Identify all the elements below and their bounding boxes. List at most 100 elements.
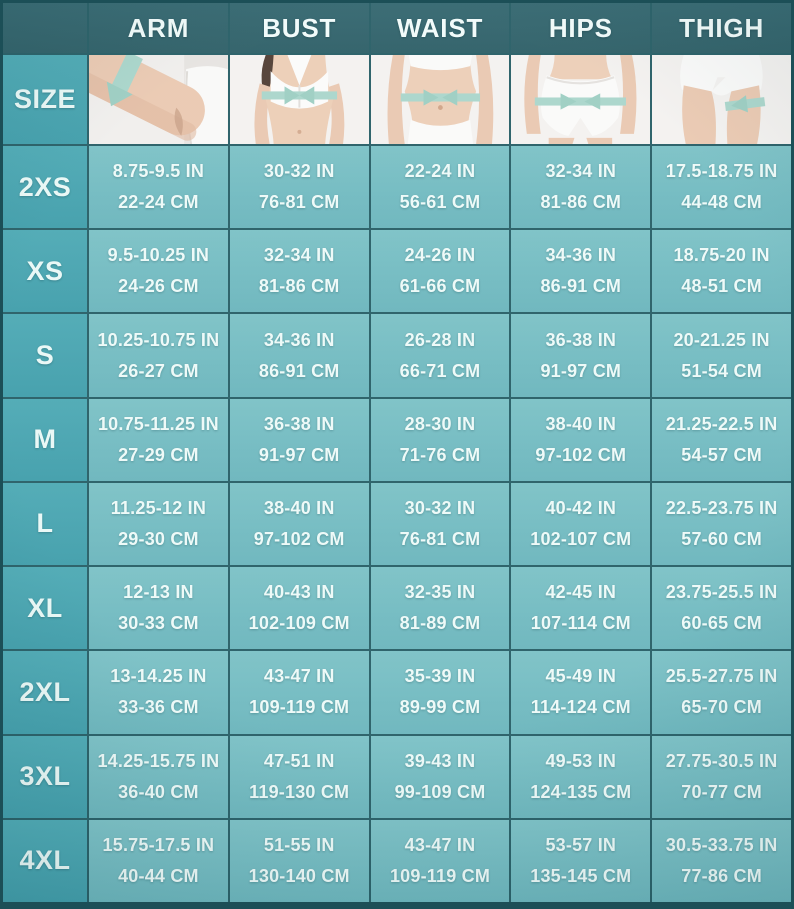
arm-cell: 10.25-10.75 IN 26-27 CM (89, 314, 228, 397)
waist-cell: 24-26 IN 61-66 CM (370, 230, 510, 313)
thigh-inches: 20-21.25 IN (673, 329, 770, 350)
waist-inches: 39-43 IN (404, 750, 476, 771)
hips-cm: 124-135 CM (530, 781, 632, 802)
bust-cell: 30-32 IN 76-81 CM (229, 146, 369, 229)
bust-cell: 38-40 IN 97-102 CM (229, 482, 369, 566)
arm-inches: 14.25-15.75 IN (97, 750, 220, 771)
hips-cm: 107-114 CM (530, 613, 631, 634)
arm-cm: 22-24 CM (118, 192, 199, 213)
size-label: XS (3, 230, 87, 313)
hips-cell: 53-57 IN 135-145 CM (511, 819, 651, 902)
bust-inches: 40-43 IN (263, 582, 335, 603)
thigh-inches: 22.5-23.75 IN (665, 497, 778, 518)
bust-inches: 43-47 IN (263, 666, 335, 687)
thigh-cell: 20-21.25 IN 51-54 CM (652, 314, 791, 397)
waist-inches: 24-26 IN (404, 245, 476, 266)
thigh-cell: 18.75-20 IN 48-51 CM (652, 230, 791, 313)
hips-inches: 45-49 IN (545, 666, 617, 687)
thigh-inches: 25.5-27.75 IN (665, 666, 778, 687)
hips-cm: 81-86 CM (540, 192, 622, 213)
column-header-hips: HIPS (511, 3, 651, 53)
arm-cm: 29-30 CM (118, 528, 199, 549)
arm-inches: 10.25-10.75 IN (97, 329, 220, 350)
corner-cell (3, 3, 87, 53)
bust-cm: 119-130 CM (249, 781, 350, 802)
waist-cm: 76-81 CM (399, 528, 481, 549)
bust-inches: 32-34 IN (263, 245, 335, 266)
waist-cell: 30-32 IN 76-81 CM (370, 482, 510, 566)
thigh-cm: 70-77 CM (681, 781, 762, 802)
hips-cm: 91-97 CM (540, 360, 622, 381)
hips-cell: 38-40 IN 97-102 CM (511, 398, 651, 481)
thigh-cell: 22.5-23.75 IN 57-60 CM (652, 482, 791, 566)
thigh-cell: 17.5-18.75 IN 44-48 CM (652, 146, 791, 229)
waist-cm: 61-66 CM (399, 276, 481, 297)
arm-cell: 11.25-12 IN 29-30 CM (89, 482, 228, 566)
thigh-measurement-photo (652, 55, 791, 144)
waist-cm: 109-119 CM (389, 865, 491, 886)
hips-cm: 102-107 CM (530, 528, 632, 549)
hips-inches: 42-45 IN (545, 582, 617, 603)
waist-cm: 71-76 CM (399, 444, 481, 465)
thigh-cell: 27.75-30.5 IN 70-77 CM (652, 735, 791, 818)
bust-inches: 51-55 IN (263, 834, 335, 855)
arm-inches: 9.5-10.25 IN (107, 245, 210, 266)
arm-cm: 36-40 CM (118, 781, 199, 802)
size-label: XL (3, 567, 87, 650)
waist-inches: 43-47 IN (404, 834, 476, 855)
thigh-inches: 27.75-30.5 IN (665, 750, 778, 771)
bust-inches: 36-38 IN (263, 413, 335, 434)
bust-cm: 130-140 CM (248, 865, 350, 886)
thigh-inches: 17.5-18.75 IN (665, 161, 778, 182)
size-label: 2XL (3, 651, 87, 734)
arm-cm: 30-33 CM (118, 613, 199, 634)
arm-cell: 13-14.25 IN 33-36 CM (89, 651, 228, 734)
hips-inches: 36-38 IN (545, 329, 617, 350)
waist-cell: 35-39 IN 89-99 CM (370, 651, 510, 734)
waist-cm: 89-99 CM (399, 697, 481, 718)
hips-inches: 32-34 IN (545, 161, 617, 182)
thigh-photo-icon (652, 55, 791, 144)
waist-inches: 28-30 IN (404, 413, 476, 434)
arm-inches: 10.75-11.25 IN (97, 413, 219, 434)
arm-inches: 12-13 IN (123, 582, 194, 603)
thigh-cell: 21.25-22.5 IN 54-57 CM (652, 398, 791, 481)
arm-cm: 26-27 CM (118, 360, 199, 381)
waist-inches: 26-28 IN (404, 329, 476, 350)
waist-inches: 32-35 IN (404, 582, 476, 603)
hips-cell: 32-34 IN 81-86 CM (511, 146, 651, 229)
thigh-cm: 44-48 CM (681, 192, 762, 213)
arm-inches: 11.25-12 IN (110, 497, 207, 518)
bust-cm: 102-109 CM (248, 613, 350, 634)
hips-inches: 34-36 IN (545, 245, 617, 266)
bust-inches: 47-51 IN (263, 750, 335, 771)
waist-photo-icon (370, 55, 510, 144)
arm-cell: 8.75-9.5 IN 22-24 CM (89, 146, 228, 229)
bust-cm: 81-86 CM (258, 276, 340, 297)
bust-cell: 40-43 IN 102-109 CM (229, 567, 369, 650)
waist-cell: 26-28 IN 66-71 CM (370, 314, 510, 397)
bust-inches: 38-40 IN (263, 497, 335, 518)
arm-cm: 27-29 CM (118, 444, 199, 465)
bust-cm: 76-81 CM (258, 192, 340, 213)
column-header-thigh: THIGH (652, 3, 791, 53)
hips-cell: 45-49 IN 114-124 CM (511, 651, 651, 734)
waist-inches: 30-32 IN (404, 497, 476, 518)
thigh-inches: 21.25-22.5 IN (665, 413, 778, 434)
arm-cell: 9.5-10.25 IN 24-26 CM (89, 230, 228, 313)
thigh-cm: 54-57 CM (681, 444, 762, 465)
hips-inches: 38-40 IN (545, 413, 617, 434)
waist-cell: 28-30 IN 71-76 CM (370, 398, 510, 481)
thigh-cm: 65-70 CM (681, 697, 762, 718)
thigh-inches: 23.75-25.5 IN (665, 582, 778, 603)
waist-cell: 32-35 IN 81-89 CM (370, 567, 510, 650)
arm-cm: 24-26 CM (118, 276, 199, 297)
hips-cell: 40-42 IN 102-107 CM (511, 482, 651, 566)
bust-cm: 86-91 CM (258, 360, 340, 381)
waist-cm: 66-71 CM (399, 360, 481, 381)
bust-cell: 34-36 IN 86-91 CM (229, 314, 369, 397)
size-label: 2XS (3, 146, 87, 229)
hips-cm: 97-102 CM (535, 444, 627, 465)
size-label: L (3, 482, 87, 566)
